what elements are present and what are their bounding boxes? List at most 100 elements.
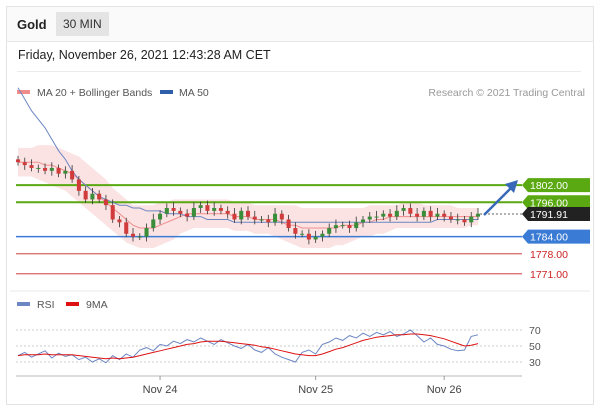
candle	[151, 213, 156, 232]
candle	[29, 159, 34, 172]
level-tag-1778.00: 1778.00	[530, 249, 568, 261]
candle	[327, 223, 332, 238]
candle	[273, 208, 278, 226]
candle	[469, 212, 474, 228]
candle	[293, 222, 298, 239]
level-tag-box-1784.00	[522, 229, 590, 244]
candle	[239, 207, 244, 225]
candle	[232, 208, 237, 223]
candle	[388, 209, 393, 222]
candle	[56, 164, 61, 178]
candle	[259, 216, 264, 223]
rsi-grid: 70 50 30	[16, 325, 541, 369]
candle	[428, 206, 433, 222]
ma9-line	[17, 333, 479, 360]
x-tick-label: Nov 24	[143, 384, 178, 396]
level-tag-box-1802.00	[522, 178, 590, 193]
candle	[144, 223, 149, 242]
candle	[191, 202, 196, 221]
forecast-arrowhead	[505, 180, 518, 193]
candle	[320, 230, 325, 242]
price-levels	[16, 184, 522, 275]
forecast-arrow	[483, 186, 513, 216]
candle	[36, 164, 41, 173]
candle	[15, 155, 21, 166]
rsi-legend-swatch	[17, 302, 30, 306]
level-tag-1771.00: 1771.00	[530, 269, 568, 281]
candle	[97, 190, 102, 203]
x-tick-label: Nov 25	[298, 384, 333, 396]
candle	[212, 202, 217, 216]
candle	[245, 206, 251, 221]
instrument-title: Gold	[17, 17, 47, 32]
candle	[279, 210, 284, 225]
chart-datetime: Friday, November 26, 2021 12:43:28 AM CE…	[18, 48, 271, 62]
candle	[83, 186, 88, 203]
candle	[286, 214, 291, 232]
candle	[117, 216, 122, 228]
candle	[178, 207, 183, 218]
candle	[360, 216, 366, 228]
candle	[354, 216, 359, 232]
candle	[124, 217, 129, 238]
candle	[374, 210, 379, 222]
candle	[448, 212, 453, 223]
x-tick-label: Nov 26	[427, 384, 462, 396]
ma20-legend-label: MA 20 + Bollinger Bands	[37, 87, 152, 99]
candle	[49, 162, 54, 176]
ma50-line	[17, 87, 478, 223]
candle	[475, 208, 481, 221]
rsi-tick-label: 30	[529, 357, 541, 369]
candlesticks	[15, 155, 481, 245]
candle	[198, 201, 203, 213]
credit-label: Research © 2021 Trading Central	[428, 87, 585, 99]
candle	[347, 220, 352, 233]
rsi-tick-label: 70	[529, 325, 541, 337]
candle	[442, 210, 447, 222]
candle	[63, 166, 68, 179]
level-tag-1791.91: 1791.91	[530, 209, 568, 221]
rsi-lines	[17, 329, 479, 364]
candle	[435, 208, 440, 221]
candle	[218, 204, 223, 215]
candle	[415, 208, 420, 222]
timeframe-badge[interactable]: 30 MIN	[56, 12, 109, 36]
rsi-legend-label: RSI	[37, 299, 55, 311]
candle	[266, 214, 271, 228]
candle	[158, 210, 163, 225]
candle	[185, 209, 190, 222]
candle	[381, 210, 386, 221]
candle	[164, 203, 169, 218]
ma9-legend-swatch	[66, 302, 79, 306]
x-axis-ticks: Nov 24 Nov 25 Nov 26	[143, 376, 462, 396]
level-tag-box-1796.00	[522, 195, 590, 210]
candle	[171, 202, 176, 216]
candle	[90, 187, 95, 205]
candle	[22, 157, 27, 170]
divider	[17, 71, 581, 72]
candle	[408, 203, 413, 218]
candle	[130, 228, 136, 242]
candle	[225, 206, 230, 219]
candle	[300, 230, 305, 238]
level-tag-1784.00: 1784.00	[530, 232, 568, 244]
ma50-legend-label: MA 50	[179, 87, 209, 99]
ma9-legend-label: 9MA	[86, 299, 108, 311]
candle	[462, 216, 467, 226]
candle	[137, 233, 142, 241]
candle	[252, 210, 257, 225]
chart-header: Gold 30 MIN	[7, 7, 593, 42]
candle	[401, 204, 406, 216]
candle	[313, 230, 318, 243]
candle	[367, 212, 372, 223]
ma20-legend-swatch	[17, 90, 30, 94]
candle	[110, 199, 115, 223]
candle	[421, 207, 426, 221]
candle	[70, 165, 75, 183]
candle	[340, 221, 345, 229]
candle	[455, 213, 460, 225]
candle	[43, 163, 48, 175]
candle	[103, 194, 108, 211]
rsi-tick-label: 50	[529, 341, 541, 353]
